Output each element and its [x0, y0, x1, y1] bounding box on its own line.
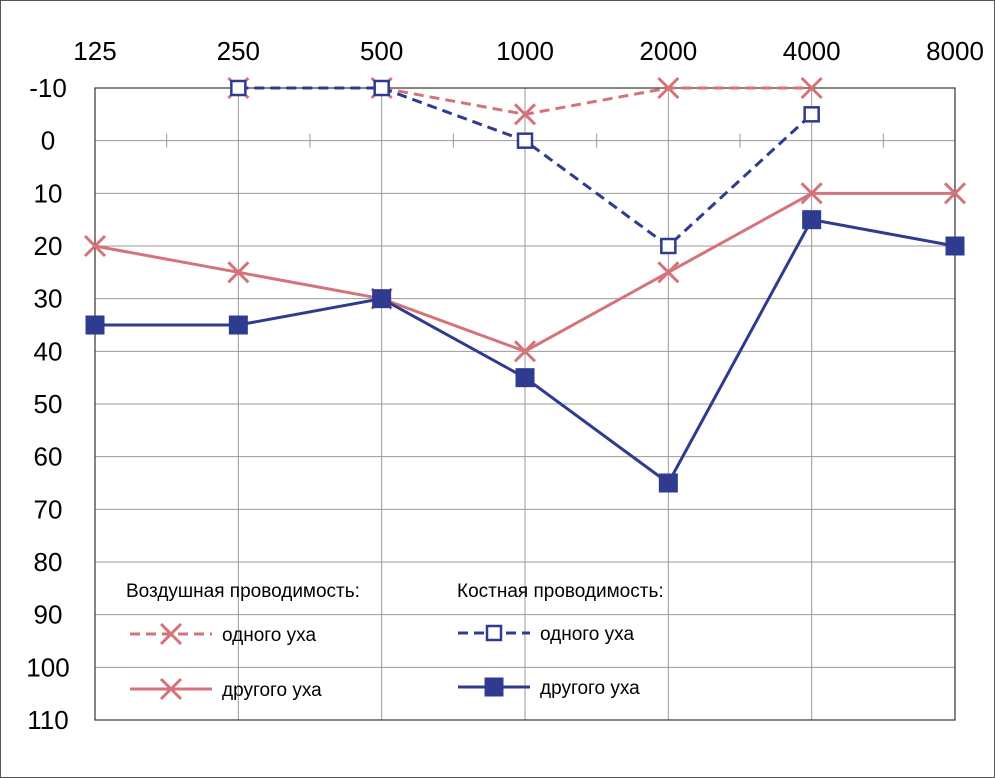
data-point: [945, 236, 965, 256]
y-tick-label: 0: [41, 126, 55, 156]
data-point: [227, 261, 250, 284]
series-bone-one: [230, 79, 820, 255]
y-tick-label: 110: [27, 705, 68, 735]
y-tick-label: 10: [34, 178, 63, 208]
data-point: [228, 315, 248, 335]
series-layer: [83, 76, 967, 493]
legend-marker: [485, 624, 503, 642]
x-tick-label: 500: [360, 36, 403, 66]
x-tick-label: 1000: [496, 36, 554, 66]
data-point: [83, 234, 107, 258]
y-tick-label: 80: [34, 547, 63, 577]
legend-bone-other-label: другого уха: [540, 678, 640, 699]
legend-swatch-bone-one: [458, 624, 530, 642]
legend-swatch-air-other: [130, 677, 212, 701]
legend-swatch-air-one: [130, 622, 212, 646]
data-point: [660, 237, 677, 255]
x-tick-label: 250: [217, 36, 260, 66]
data-point: [803, 106, 820, 123]
plot-area-border: [94, 87, 956, 721]
legend-swatches: [130, 622, 530, 701]
y-tick-label: 90: [34, 600, 63, 630]
series-air-other: [83, 182, 967, 363]
legend-air-one-label: одного уха: [222, 625, 316, 646]
data-point: [657, 261, 680, 284]
legend-air-heading: Воздушная проводимость:: [126, 581, 360, 602]
data-point: [657, 76, 680, 100]
y-tick-label: 50: [34, 389, 63, 419]
y-tick-label: 100: [26, 652, 69, 682]
x-tick-label: 125: [73, 36, 116, 66]
data-point: [802, 210, 822, 230]
y-tick-label: 20: [34, 231, 63, 261]
data-point: [943, 182, 967, 205]
x-tick-label: 2000: [639, 36, 697, 66]
data-point: [800, 182, 823, 205]
legend-air-other-label: другого уха: [222, 680, 322, 701]
data-point: [372, 289, 392, 309]
y-tick-label: -10: [29, 73, 67, 103]
legend-marker: [159, 622, 183, 646]
data-point: [513, 103, 537, 126]
legend-marker: [484, 677, 504, 697]
legend-marker: [159, 677, 183, 701]
x-tick-label: 8000: [926, 36, 984, 66]
data-point: [513, 340, 537, 363]
legend-bone-heading: Костная проводимость:: [457, 581, 664, 602]
legend-swatch-bone-other: [458, 677, 530, 697]
legend-bone-one-label: одного уха: [540, 624, 634, 645]
x-tick-label: 4000: [783, 36, 841, 66]
data-point: [658, 473, 678, 493]
data-point: [516, 132, 534, 149]
y-tick-label: 70: [34, 494, 63, 524]
data-point: [85, 315, 105, 335]
y-tick-label: 30: [34, 284, 63, 314]
data-point: [515, 368, 535, 388]
x-axis-ticks: 125 250 500 1000 2000 4000 8000: [73, 36, 984, 66]
data-point: [800, 76, 823, 100]
data-point: [230, 79, 247, 97]
y-axis-ticks: -10 0 10 20 30 40 50 60 70 80 90 100 110: [26, 73, 69, 735]
legend: Воздушная проводимость: Костная проводим…: [126, 581, 664, 701]
y-tick-label: 40: [34, 336, 63, 366]
series-bone-other: [85, 210, 965, 493]
y-tick-label: 60: [34, 442, 63, 472]
data-point: [373, 79, 390, 97]
